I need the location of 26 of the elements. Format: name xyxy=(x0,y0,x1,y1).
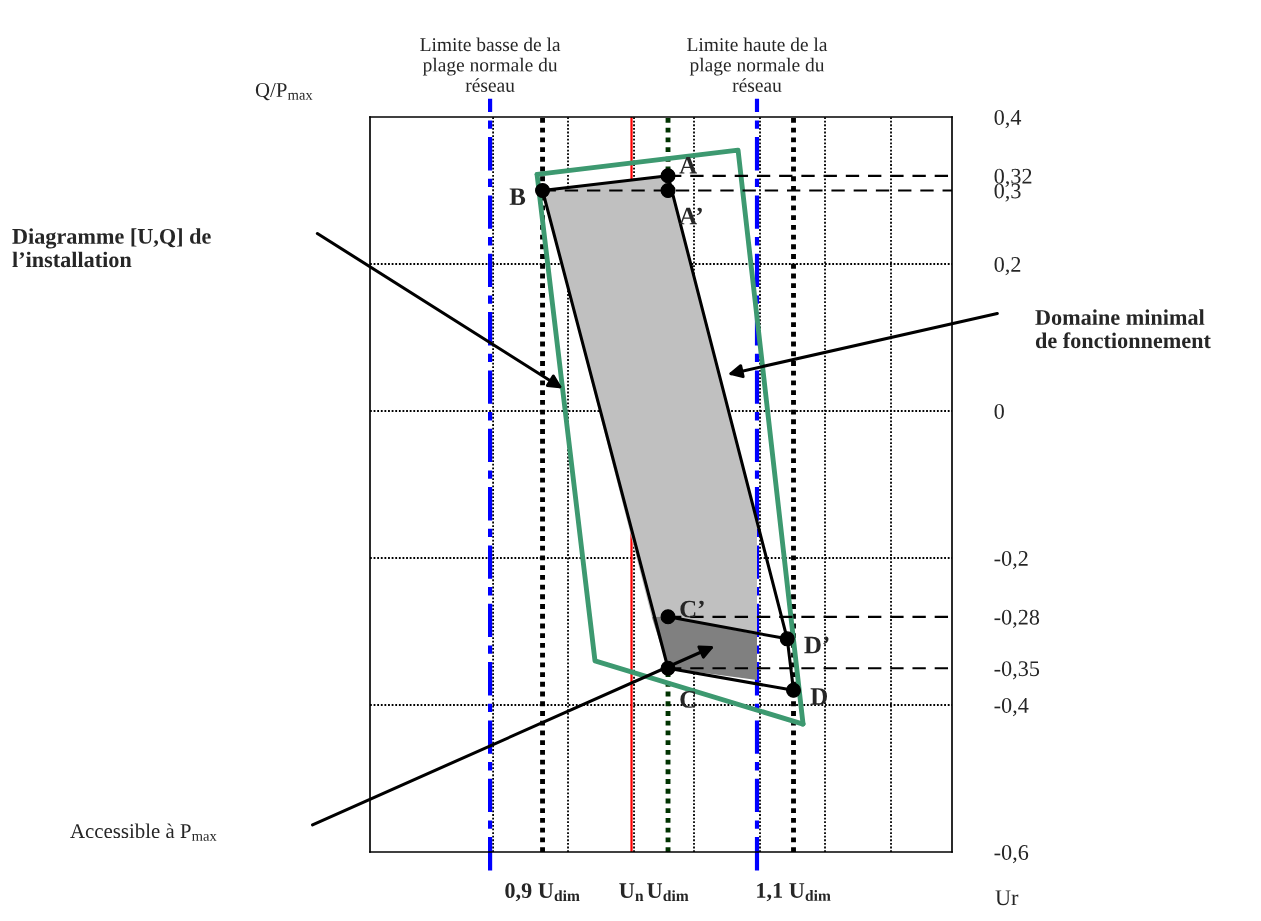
ref-line-label: Limite haute de la plage normale du réseau xyxy=(687,37,828,92)
y-tick-label: -0,2 xyxy=(994,550,1028,570)
x-tick-label: U$_{n}$ xyxy=(619,883,644,901)
y-tick-label: -0,6 xyxy=(994,844,1029,864)
annotation: D’ xyxy=(804,636,829,654)
x-tick-label: U$_{dim}$ xyxy=(647,883,689,902)
y-tick-label: -0,35 xyxy=(994,661,1040,680)
y-axis-title: Q/P$_{max}$ xyxy=(255,83,313,101)
text: Accessible à P$_{max}$ xyxy=(70,823,217,841)
annotation: A xyxy=(679,156,698,174)
y-tick-label: 0 xyxy=(994,403,1004,419)
text: Domaine minimal de fonctionnement xyxy=(1035,309,1211,349)
annotation: D xyxy=(810,688,828,705)
y-tick-label: -0,28 xyxy=(994,609,1040,628)
y-tick-label: 0,2 xyxy=(994,256,1021,276)
annotation: A’ xyxy=(679,207,702,225)
annotation: B xyxy=(509,188,526,205)
x-axis-title: Ur xyxy=(995,890,1019,906)
x-tick-label: 0,9 U$_{dim}$ xyxy=(505,883,580,902)
y-tick-label: -0,4 xyxy=(994,697,1029,717)
annotation: C xyxy=(680,691,696,708)
y-tick-label: 0,4 xyxy=(994,109,1022,129)
ref-line-label: Limite basse de la plage normale du réseau xyxy=(420,37,561,92)
annotation: C’ xyxy=(680,600,704,618)
x-tick-label: 1,1 U$_{dim}$ xyxy=(757,883,831,902)
text: Diagramme [U,Q] de l’installation xyxy=(12,228,211,268)
